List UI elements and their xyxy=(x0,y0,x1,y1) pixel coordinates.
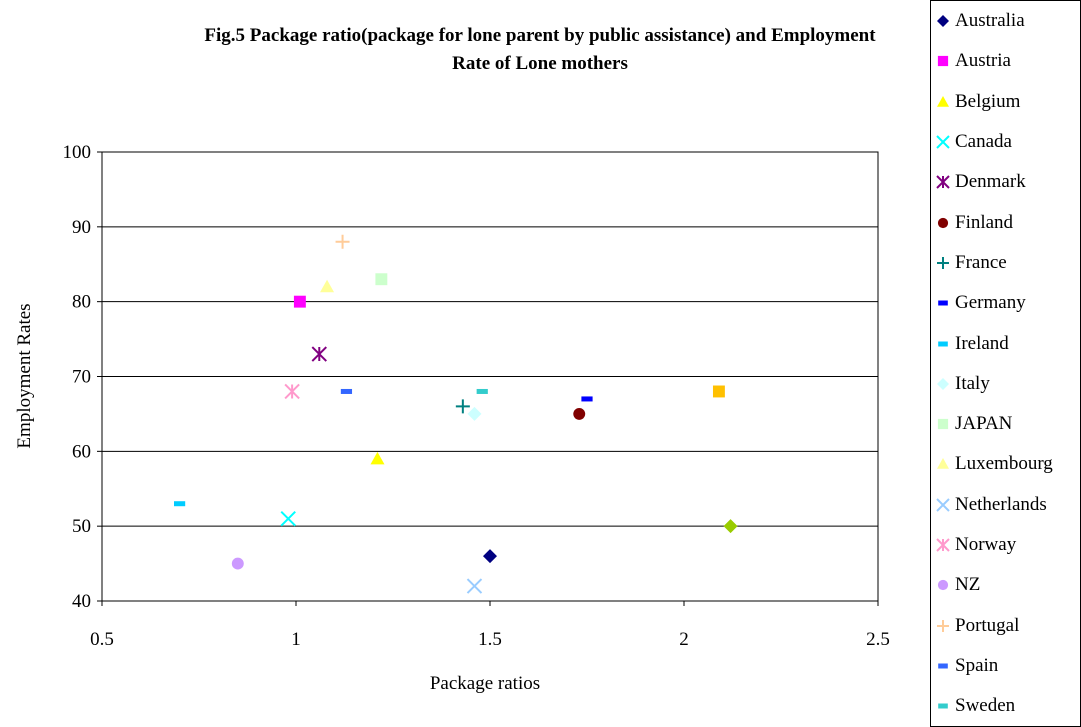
y-tick-label: 100 xyxy=(63,142,92,163)
legend-label: JAPAN xyxy=(955,413,1013,435)
data-point-japan xyxy=(375,273,388,286)
legend-marker-icon xyxy=(937,619,949,632)
legend-item-sweden: Sweden xyxy=(931,686,1080,726)
legend-item-japan: JAPAN xyxy=(931,404,1080,444)
legend-item-portugal: Portugal xyxy=(931,605,1080,645)
data-point-spain xyxy=(340,388,353,394)
data-point-ireland xyxy=(174,501,186,507)
legend-marker-icon xyxy=(936,175,950,190)
x-tick-label: 2 xyxy=(679,629,689,650)
y-tick-label: 90 xyxy=(72,217,91,238)
legend-item-denmark: Denmark xyxy=(931,162,1080,202)
legend-label: Netherlands xyxy=(955,493,1047,515)
legend-marker-icon xyxy=(937,377,949,390)
y-axis-label: Employment Rates xyxy=(14,303,35,448)
x-tick-label: 1.5 xyxy=(478,629,502,650)
legend-label: Norway xyxy=(955,534,1017,555)
y-tick-label: 40 xyxy=(72,591,91,612)
data-point-austria xyxy=(293,295,306,308)
legend-marker-icon xyxy=(937,580,949,591)
legend: Australia Austria Belgium Canada Denmark Finl… xyxy=(930,0,1081,727)
legend-label: France xyxy=(955,251,1007,273)
data-point-australia xyxy=(483,549,497,564)
legend-label: Italy xyxy=(955,372,990,394)
legend-item-belgium: Belgium xyxy=(931,82,1080,122)
legend-marker-icon xyxy=(937,217,949,228)
legend-label: NZ xyxy=(955,574,981,596)
legend-item-australia: Australia xyxy=(931,1,1080,41)
legend-marker-icon xyxy=(938,300,948,306)
data-point-canada xyxy=(280,510,296,527)
legend-label: Ireland xyxy=(955,332,1009,354)
legend-label: Canada xyxy=(955,131,1012,153)
x-tick-label: 1 xyxy=(291,629,301,650)
y-axis-ticks: 40 50 60 70 80 90 100 xyxy=(63,142,102,612)
data-point-netherlands xyxy=(466,578,483,594)
legend-item-france: France xyxy=(931,243,1080,283)
legend-marker-icon xyxy=(937,419,949,430)
data-point-finland xyxy=(573,407,586,420)
legend-item-italy: Italy xyxy=(931,364,1080,404)
data-point-france xyxy=(455,399,470,414)
data-point-germany xyxy=(581,396,593,402)
legend-item-nz: NZ xyxy=(931,565,1080,605)
chart-title-line-2: Rate of Lone mothers xyxy=(452,53,628,74)
x-tick-label: 0.5 xyxy=(90,629,114,650)
legend-item-canada: Canada xyxy=(931,122,1080,162)
legend-label: Luxembourg xyxy=(955,453,1053,475)
data-point-norway xyxy=(284,383,300,400)
chart-title: Fig.5 Package ratio(package for lone par… xyxy=(60,22,1020,78)
legend-label: Germany xyxy=(955,292,1026,314)
legend-marker-icon xyxy=(937,56,949,67)
x-tick-label: 2.5 xyxy=(866,629,890,650)
legend-item-austria: Austria xyxy=(931,41,1080,81)
legend-item-finland: Finland xyxy=(931,202,1080,242)
x-axis-ticks: 0.5 1 1.5 2 2.5 xyxy=(90,601,890,650)
legend-marker-icon xyxy=(937,256,949,269)
data-point-belgium xyxy=(370,451,385,465)
legend-item-spain: Spain xyxy=(931,646,1080,686)
y-tick-label: 50 xyxy=(72,516,91,537)
legend-marker-icon xyxy=(937,15,949,28)
legend-item-germany: Germany xyxy=(931,283,1080,323)
chart-title-line-1: Fig.5 Package ratio(package for lone par… xyxy=(204,25,876,46)
y-tick-label: 60 xyxy=(72,441,91,462)
legend-label: Portugal xyxy=(955,614,1020,636)
legend-label: Sweden xyxy=(955,695,1016,717)
legend-label: Spain xyxy=(955,654,999,676)
data-point-nz xyxy=(231,557,244,570)
legend-label: Denmark xyxy=(955,171,1026,193)
data-point-unlabeled xyxy=(723,519,738,534)
legend-marker-icon xyxy=(936,135,950,149)
legend-item-norway: Norway xyxy=(931,525,1080,565)
data-point-unlabeled xyxy=(712,385,725,398)
data-point-sweden xyxy=(476,388,488,394)
y-tick-label: 70 xyxy=(72,367,91,388)
legend-label: Austria xyxy=(955,50,1011,72)
data-point-denmark xyxy=(311,346,327,362)
legend-item-luxembourg: Luxembourg xyxy=(931,444,1080,484)
legend-item-netherlands: Netherlands xyxy=(931,485,1080,525)
legend-label: Australia xyxy=(955,10,1025,32)
legend-item-ireland: Ireland xyxy=(931,323,1080,363)
data-point-portugal xyxy=(335,234,350,249)
legend-marker-icon xyxy=(937,95,949,107)
legend-label: Finland xyxy=(955,211,1014,233)
legend-marker-icon xyxy=(938,341,948,347)
legend-marker-icon xyxy=(936,538,950,552)
legend-marker-icon xyxy=(938,663,948,669)
data-point-luxembourg xyxy=(320,279,335,293)
legend-marker-icon xyxy=(937,458,949,470)
legend-marker-icon xyxy=(936,497,950,512)
legend-label: Belgium xyxy=(955,90,1021,112)
x-axis-label: Package ratios xyxy=(430,673,540,694)
legend-marker-icon xyxy=(938,703,948,709)
y-tick-label: 80 xyxy=(72,292,91,313)
data-points xyxy=(174,234,738,594)
gridlines xyxy=(102,226,878,527)
data-point-italy xyxy=(467,406,482,421)
